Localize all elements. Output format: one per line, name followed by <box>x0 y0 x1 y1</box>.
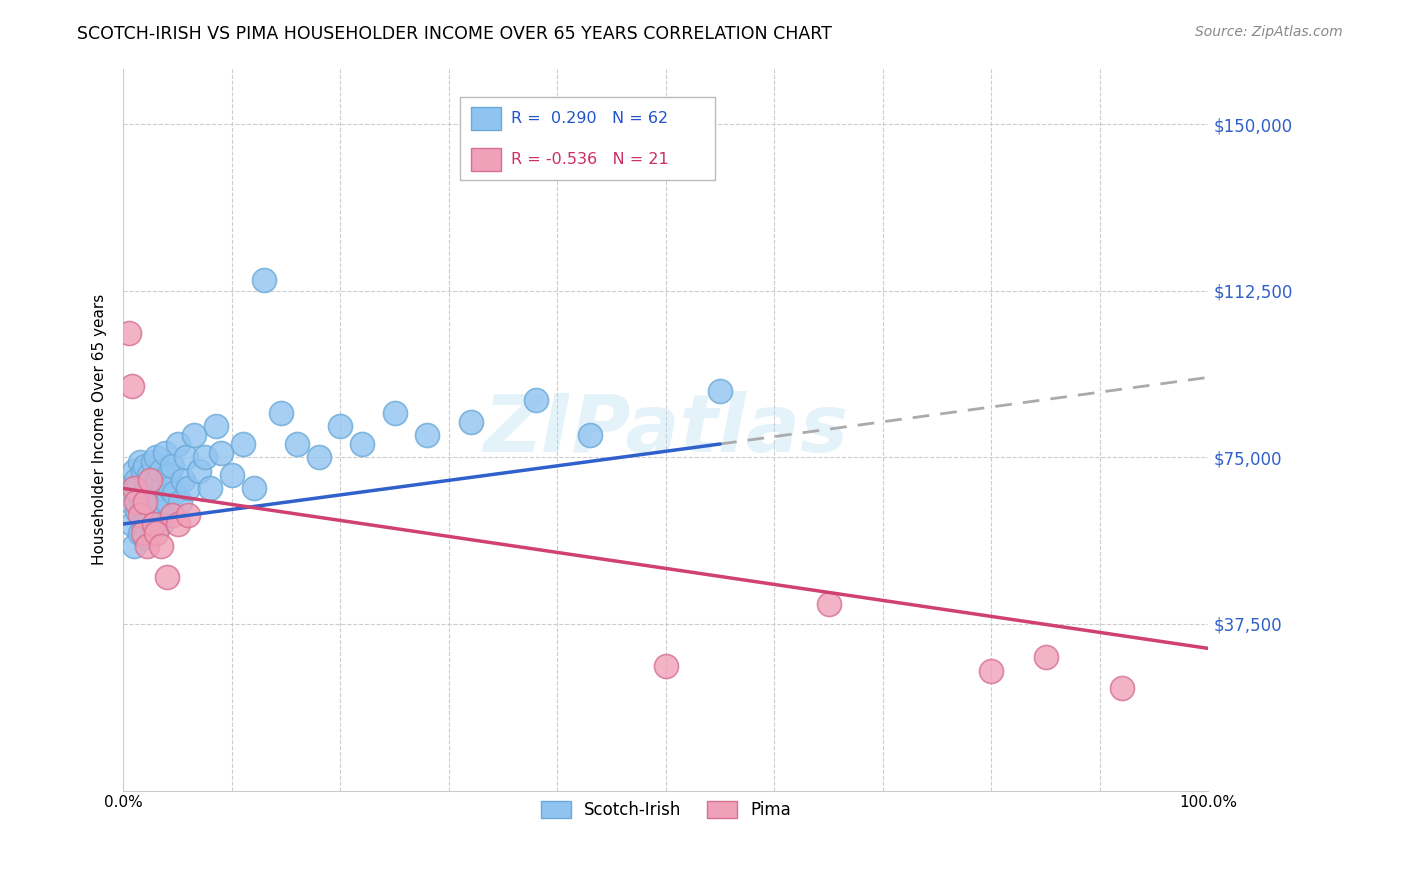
Text: Source: ZipAtlas.com: Source: ZipAtlas.com <box>1195 25 1343 39</box>
Point <box>329 419 352 434</box>
Point <box>524 392 547 407</box>
Point <box>308 450 330 465</box>
Point <box>121 516 143 531</box>
Point <box>134 486 156 500</box>
Point <box>163 486 186 500</box>
Point <box>232 437 254 451</box>
Point <box>145 525 167 540</box>
Point <box>132 464 155 478</box>
Point <box>655 659 678 673</box>
Point <box>150 516 173 531</box>
Point <box>139 512 162 526</box>
Point <box>148 495 170 509</box>
Point <box>285 437 308 451</box>
Point <box>132 525 155 540</box>
Point <box>134 495 156 509</box>
Point <box>194 450 217 465</box>
FancyBboxPatch shape <box>471 148 501 171</box>
Point <box>242 482 264 496</box>
Point <box>128 525 150 540</box>
Legend: Scotch-Irish, Pima: Scotch-Irish, Pima <box>534 794 797 826</box>
Point <box>122 539 145 553</box>
Point <box>131 495 153 509</box>
Point <box>1111 681 1133 696</box>
Point <box>350 437 373 451</box>
Point <box>166 516 188 531</box>
Point <box>118 326 141 340</box>
Point <box>384 406 406 420</box>
Point <box>221 468 243 483</box>
Point <box>136 500 159 514</box>
Text: R = -0.536   N = 21: R = -0.536 N = 21 <box>510 153 668 167</box>
Point <box>980 664 1002 678</box>
Point <box>145 503 167 517</box>
Point <box>253 272 276 286</box>
Point <box>128 508 150 522</box>
Point <box>177 508 200 522</box>
Point <box>125 495 148 509</box>
Point <box>120 495 142 509</box>
Y-axis label: Householder Income Over 65 years: Householder Income Over 65 years <box>93 294 107 566</box>
Point <box>152 482 174 496</box>
Point <box>134 530 156 544</box>
Point <box>188 464 211 478</box>
Point <box>145 450 167 465</box>
Point <box>122 482 145 496</box>
Point <box>817 597 839 611</box>
Point <box>122 464 145 478</box>
Text: R =  0.290   N = 62: R = 0.290 N = 62 <box>510 111 668 126</box>
Point <box>209 446 232 460</box>
Point <box>142 482 165 496</box>
Point <box>132 516 155 531</box>
Point <box>150 464 173 478</box>
Point <box>172 473 194 487</box>
Point <box>156 570 179 584</box>
Point <box>169 495 191 509</box>
Text: SCOTCH-IRISH VS PIMA HOUSEHOLDER INCOME OVER 65 YEARS CORRELATION CHART: SCOTCH-IRISH VS PIMA HOUSEHOLDER INCOME … <box>77 25 832 43</box>
Point <box>136 477 159 491</box>
Point <box>166 437 188 451</box>
Point <box>160 459 183 474</box>
Point <box>128 455 150 469</box>
Point <box>134 459 156 474</box>
Point <box>416 428 439 442</box>
Point <box>709 384 731 398</box>
Point <box>136 539 159 553</box>
Point <box>139 473 162 487</box>
Point <box>146 473 169 487</box>
Point <box>579 428 602 442</box>
Point <box>177 482 200 496</box>
Point <box>204 419 226 434</box>
Text: ZIPatlas: ZIPatlas <box>484 391 848 468</box>
Point <box>159 482 181 496</box>
Point <box>183 428 205 442</box>
Point <box>138 468 160 483</box>
Point <box>127 503 149 517</box>
FancyBboxPatch shape <box>460 97 714 180</box>
Point <box>118 482 141 496</box>
Point <box>128 482 150 496</box>
FancyBboxPatch shape <box>471 107 501 129</box>
Point <box>142 455 165 469</box>
Point <box>157 468 180 483</box>
Point <box>160 508 183 522</box>
Point <box>150 539 173 553</box>
Point <box>198 482 221 496</box>
Point <box>270 406 292 420</box>
Point <box>174 450 197 465</box>
Point <box>142 516 165 531</box>
Point <box>153 446 176 460</box>
Point <box>121 379 143 393</box>
Point <box>1035 650 1057 665</box>
Point <box>156 495 179 509</box>
Point <box>460 415 482 429</box>
Point <box>139 491 162 505</box>
Point <box>125 473 148 487</box>
